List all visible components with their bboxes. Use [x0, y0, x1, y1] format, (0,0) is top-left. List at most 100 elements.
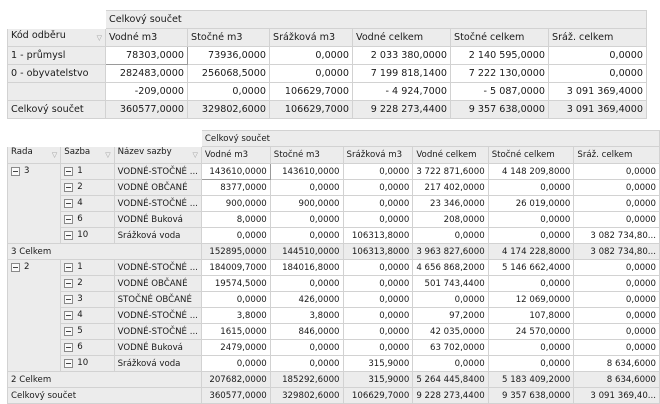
value-cell[interactable]: 8377,0000 [200, 179, 271, 196]
filter-icon[interactable]: ▽ [96, 33, 102, 42]
nazev-sazby-cell[interactable]: VODNÉ Buková [113, 339, 202, 356]
value-cell[interactable]: 97,2000 [412, 307, 489, 324]
collapse-icon[interactable] [64, 294, 74, 304]
value-cell[interactable]: 0,0000 [269, 339, 344, 356]
total-cell[interactable]: 106629,7000 [342, 387, 414, 404]
value-cell[interactable]: 8,0000 [200, 211, 271, 228]
value-cell[interactable]: 0,0000 [200, 227, 271, 244]
value-cell[interactable]: 0,0000 [342, 307, 414, 324]
column-header[interactable]: Vodné m3 [105, 28, 188, 47]
value-cell[interactable]: 3 722 871,6000 [412, 163, 489, 180]
subtotal-cell[interactable]: 5 183 409,2000 [487, 371, 575, 388]
nazev-sazby-cell[interactable]: Srážková voda [113, 355, 202, 372]
sazba-filter-button[interactable]: Sazba ▽ [60, 146, 115, 164]
total-cell[interactable]: 3 091 369,4000 [548, 100, 647, 119]
value-cell[interactable]: 0,0000 [412, 291, 489, 308]
column-header[interactable]: Sráž. celkem [573, 146, 660, 164]
value-cell[interactable]: 3 091 369,4000 [548, 82, 647, 101]
nazev-sazby-cell[interactable]: VODNÉ OBČANÉ [113, 179, 202, 196]
value-cell[interactable]: 900,0000 [200, 195, 271, 212]
value-cell[interactable]: 2 140 595,0000 [450, 46, 549, 65]
value-cell[interactable]: 106629,7000 [269, 82, 353, 101]
collapse-icon[interactable] [64, 278, 74, 288]
value-cell[interactable]: 0,0000 [573, 291, 660, 308]
nazev-sazby-cell[interactable]: Srážková voda [113, 227, 202, 244]
value-cell[interactable]: 0,0000 [342, 291, 414, 308]
collapse-icon[interactable] [64, 310, 74, 320]
rada-filter-button[interactable]: Řada ▽ [6, 146, 62, 164]
subtotal-cell[interactable]: 185292,6000 [269, 371, 344, 388]
value-cell[interactable]: 846,0000 [269, 323, 344, 340]
subtotal-cell[interactable]: 4 174 228,8000 [487, 243, 575, 260]
value-cell[interactable]: 0,0000 [487, 275, 575, 292]
value-cell[interactable]: 63 702,0000 [412, 339, 489, 356]
value-cell[interactable]: 7 222 130,0000 [450, 64, 549, 83]
value-cell[interactable]: 26 019,0000 [487, 195, 575, 212]
value-cell[interactable]: 0,0000 [573, 307, 660, 324]
column-header[interactable]: Vodné celkem [412, 146, 489, 164]
subtotal-cell[interactable]: 8 634,6000 [573, 371, 660, 388]
sazba-cell[interactable]: 10 [60, 355, 115, 372]
value-cell[interactable]: 0,0000 [487, 339, 575, 356]
value-cell[interactable]: - 5 087,0000 [450, 82, 549, 101]
value-cell[interactable]: 184016,8000 [269, 259, 344, 276]
value-cell[interactable]: 208,0000 [412, 211, 489, 228]
value-cell[interactable]: 0,0000 [573, 163, 660, 180]
nazev-sazby-cell[interactable]: STOČNÉ OBČANÉ [113, 291, 202, 308]
total-cell[interactable]: 106629,7000 [269, 100, 353, 119]
row-header[interactable]: 0 - obyvatelstvo [7, 64, 106, 83]
value-cell[interactable]: 256068,5000 [187, 64, 270, 83]
value-cell[interactable]: 78303,0000 [105, 46, 188, 65]
total-cell[interactable]: 3 091 369,40... [573, 387, 660, 404]
value-cell[interactable]: 3,8000 [200, 307, 271, 324]
collapse-icon[interactable] [64, 214, 74, 224]
subtotal-cell[interactable]: 3 082 734,80... [573, 243, 660, 260]
value-cell[interactable]: 0,0000 [269, 227, 344, 244]
value-cell[interactable]: 19574,5000 [200, 275, 271, 292]
collapse-icon[interactable] [64, 326, 74, 336]
value-cell[interactable]: 0,0000 [573, 211, 660, 228]
value-cell[interactable]: 0,0000 [342, 195, 414, 212]
value-cell[interactable]: 282483,0000 [105, 64, 188, 83]
column-header[interactable]: Stočné celkem [450, 28, 549, 47]
value-cell[interactable]: 0,0000 [573, 323, 660, 340]
value-cell[interactable]: 0,0000 [269, 355, 344, 372]
value-cell[interactable]: 0,0000 [487, 227, 575, 244]
value-cell[interactable]: 0,0000 [412, 355, 489, 372]
sazba-cell[interactable]: 1 [60, 163, 115, 180]
subtotal-cell[interactable]: 152895,0000 [200, 243, 271, 260]
value-cell[interactable]: 7 199 818,1400 [352, 64, 451, 83]
value-cell[interactable]: 0,0000 [548, 46, 647, 65]
kod-odberu-filter-button[interactable]: Kód odběru ▽ [7, 28, 106, 47]
nazev-sazby-filter-button[interactable]: Název sazby ▽ [113, 146, 202, 164]
value-cell[interactable]: 0,0000 [573, 259, 660, 276]
collapse-icon[interactable] [64, 342, 74, 352]
total-cell[interactable]: 329802,6000 [269, 387, 344, 404]
column-header[interactable]: Stočné m3 [269, 146, 344, 164]
sazba-cell[interactable]: 6 [60, 339, 115, 356]
rada-group-header[interactable]: 3 [6, 163, 62, 244]
value-cell[interactable]: 0,0000 [487, 179, 575, 196]
value-cell[interactable]: 143610,0000 [269, 163, 344, 180]
collapse-icon[interactable] [64, 262, 74, 272]
value-cell[interactable]: 426,0000 [269, 291, 344, 308]
value-cell[interactable]: 0,0000 [269, 46, 353, 65]
nazev-sazby-cell[interactable]: VODNÉ-STOČNÉ ... [113, 323, 202, 340]
value-cell[interactable]: -209,0000 [105, 82, 188, 101]
value-cell[interactable]: 107,8000 [487, 307, 575, 324]
nazev-sazby-cell[interactable]: VODNÉ-STOČNÉ ... [113, 259, 202, 276]
column-header[interactable]: Srážková m3 [269, 28, 353, 47]
subtotal-cell[interactable]: 315,9000 [342, 371, 414, 388]
value-cell[interactable]: 106313,8000 [342, 227, 414, 244]
total-cell[interactable]: 360577,0000 [200, 387, 271, 404]
value-cell[interactable]: 0,0000 [487, 211, 575, 228]
sazba-cell[interactable]: 4 [60, 195, 115, 212]
collapse-icon[interactable] [64, 198, 74, 208]
total-cell[interactable]: 9 228 273,4400 [352, 100, 451, 119]
value-cell[interactable]: 0,0000 [269, 275, 344, 292]
value-cell[interactable]: 0,0000 [342, 275, 414, 292]
value-cell[interactable]: 0,0000 [269, 211, 344, 228]
row-header[interactable]: 1 - průmysl [7, 46, 106, 65]
value-cell[interactable]: 501 743,4400 [412, 275, 489, 292]
filter-icon[interactable]: ▽ [51, 151, 58, 159]
